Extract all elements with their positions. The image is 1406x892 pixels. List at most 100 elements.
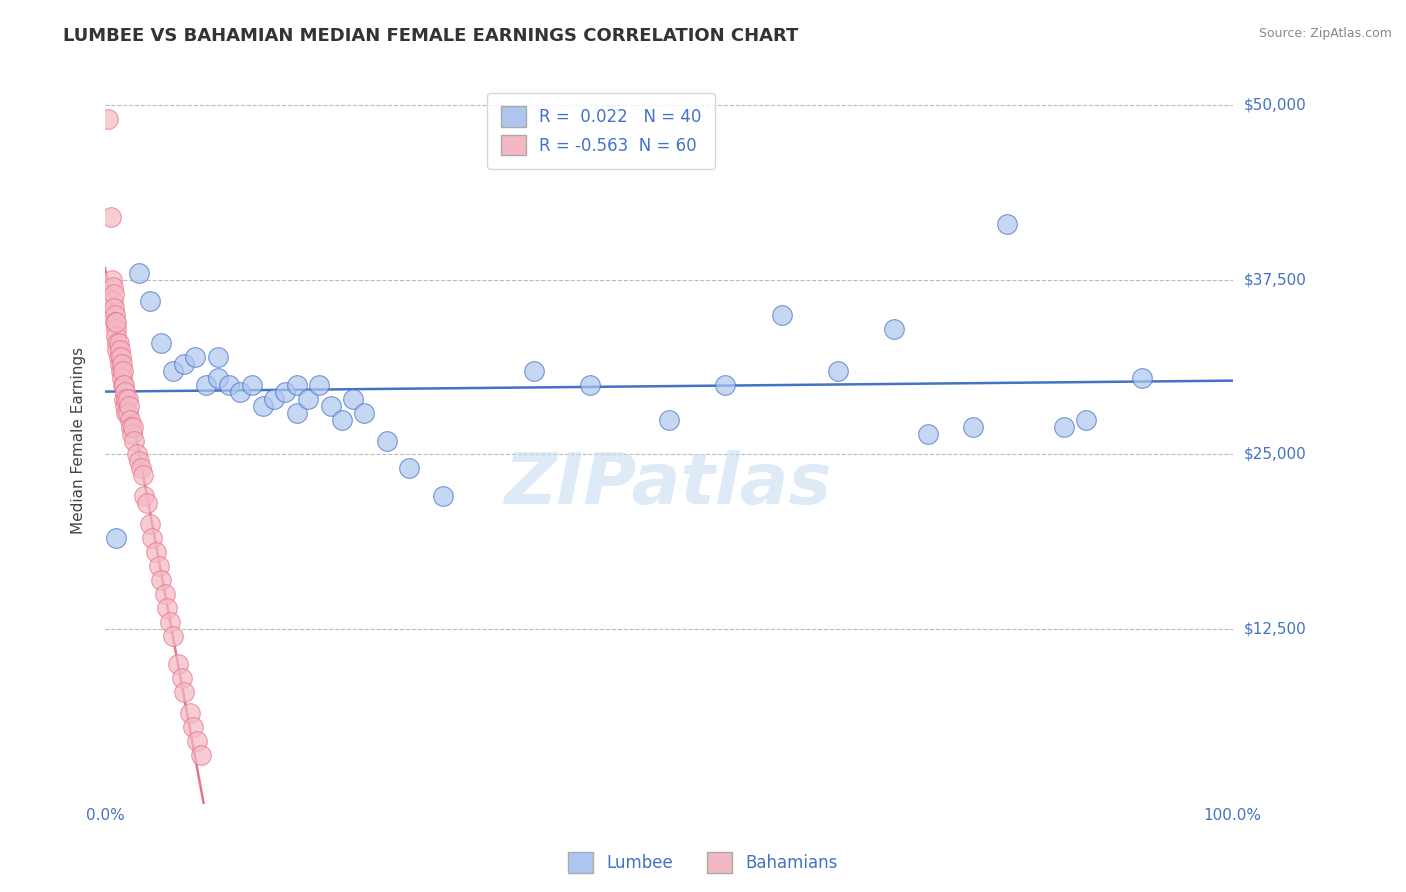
Point	[917, 426, 939, 441]
Point	[141, 531, 163, 545]
Point	[100, 210, 122, 224]
Point	[207, 350, 229, 364]
Point	[120, 419, 142, 434]
Point	[162, 364, 184, 378]
Point	[105, 343, 128, 357]
Point	[883, 322, 905, 336]
Point	[132, 468, 155, 483]
Point	[112, 377, 135, 392]
Legend: Lumbee, Bahamians: Lumbee, Bahamians	[562, 846, 844, 880]
Text: $50,000: $50,000	[1244, 98, 1306, 113]
Point	[159, 615, 181, 629]
Point	[148, 559, 170, 574]
Point	[190, 747, 212, 762]
Point	[100, 273, 122, 287]
Point	[117, 392, 139, 406]
Point	[122, 419, 145, 434]
Point	[104, 315, 127, 329]
Point	[145, 545, 167, 559]
Point	[162, 629, 184, 643]
Y-axis label: Median Female Earnings: Median Female Earnings	[72, 347, 86, 534]
Point	[111, 370, 134, 384]
Point	[173, 685, 195, 699]
Point	[150, 335, 173, 350]
Point	[121, 426, 143, 441]
Point	[105, 322, 128, 336]
Point	[285, 406, 308, 420]
Text: $25,000: $25,000	[1244, 447, 1306, 462]
Point	[285, 377, 308, 392]
Point	[114, 399, 136, 413]
Point	[110, 350, 132, 364]
Point	[1052, 419, 1074, 434]
Point	[330, 412, 353, 426]
Point	[107, 335, 129, 350]
Point	[827, 364, 849, 378]
Point	[110, 364, 132, 378]
Text: Source: ZipAtlas.com: Source: ZipAtlas.com	[1258, 27, 1392, 40]
Point	[240, 377, 263, 392]
Point	[115, 392, 138, 406]
Point	[252, 399, 274, 413]
Point	[134, 489, 156, 503]
Point	[170, 671, 193, 685]
Point	[107, 350, 129, 364]
Point	[353, 406, 375, 420]
Text: $37,500: $37,500	[1244, 272, 1306, 287]
Point	[101, 293, 124, 308]
Point	[995, 217, 1018, 231]
Point	[128, 454, 150, 468]
Point	[112, 392, 135, 406]
Point	[108, 343, 131, 357]
Point	[962, 419, 984, 434]
Point	[108, 357, 131, 371]
Point	[135, 496, 157, 510]
Point	[173, 357, 195, 371]
Point	[181, 720, 204, 734]
Point	[124, 434, 146, 448]
Point	[125, 448, 148, 462]
Point	[103, 301, 125, 315]
Point	[114, 384, 136, 399]
Point	[342, 392, 364, 406]
Point	[770, 308, 793, 322]
Text: ZIPatlas: ZIPatlas	[505, 450, 832, 518]
Point	[150, 573, 173, 587]
Point	[139, 293, 162, 308]
Point	[375, 434, 398, 448]
Point	[105, 315, 128, 329]
Point	[398, 461, 420, 475]
Point	[522, 364, 544, 378]
Point	[105, 328, 128, 343]
Point	[117, 406, 139, 420]
Point	[714, 377, 737, 392]
Point	[115, 406, 138, 420]
Point	[1132, 370, 1154, 384]
Point	[111, 357, 134, 371]
Point	[207, 370, 229, 384]
Point	[274, 384, 297, 399]
Text: LUMBEE VS BAHAMIAN MEDIAN FEMALE EARNINGS CORRELATION CHART: LUMBEE VS BAHAMIAN MEDIAN FEMALE EARNING…	[63, 27, 799, 45]
Legend: R =  0.022   N = 40, R = -0.563  N = 60: R = 0.022 N = 40, R = -0.563 N = 60	[488, 93, 714, 169]
Point	[167, 657, 190, 671]
Point	[128, 266, 150, 280]
Point	[112, 364, 135, 378]
Point	[97, 112, 120, 127]
Point	[297, 392, 319, 406]
Point	[139, 517, 162, 532]
Text: $12,500: $12,500	[1244, 622, 1306, 637]
Point	[184, 350, 207, 364]
Point	[101, 280, 124, 294]
Point	[179, 706, 201, 720]
Point	[103, 286, 125, 301]
Point	[153, 587, 176, 601]
Point	[218, 377, 240, 392]
Point	[112, 377, 135, 392]
Point	[308, 377, 330, 392]
Point	[105, 531, 128, 545]
Point	[156, 601, 179, 615]
Point	[1074, 412, 1097, 426]
Point	[118, 399, 141, 413]
Point	[658, 412, 681, 426]
Point	[104, 308, 127, 322]
